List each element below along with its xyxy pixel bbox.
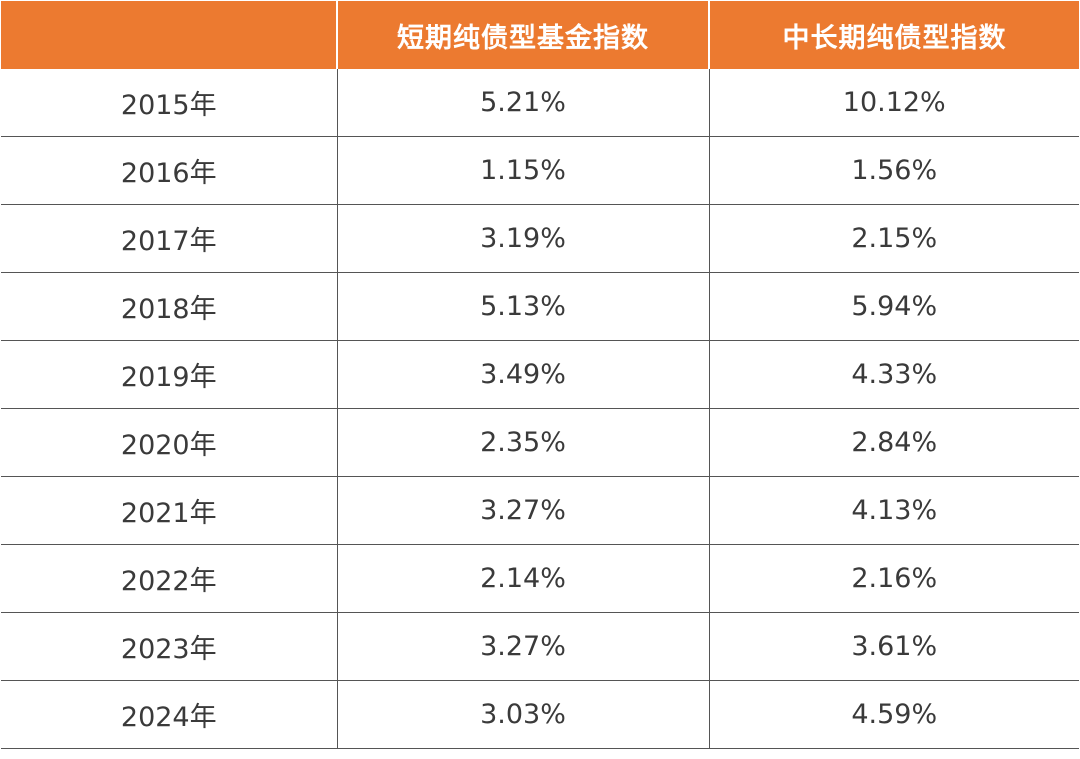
- year-cell: 2021年: [1, 476, 338, 545]
- year-cell: 2017年: [1, 204, 338, 273]
- short-term-value-cell: 2.14%: [337, 544, 710, 613]
- mid-long-term-value-cell: 4.13%: [709, 476, 1079, 545]
- table-row: 2018年 5.13% 5.94%: [1, 272, 1079, 341]
- table-row: 2017年 3.19% 2.15%: [1, 204, 1079, 273]
- table-row: 2021年 3.27% 4.13%: [1, 476, 1079, 545]
- short-term-value-cell: 3.19%: [337, 204, 710, 273]
- header-cell-1: 短期纯债型基金指数: [337, 1, 710, 69]
- mid-long-term-value-cell: 2.15%: [709, 204, 1079, 273]
- mid-long-term-value-cell: 10.12%: [709, 69, 1079, 137]
- header-cell-year: [1, 1, 338, 69]
- mid-long-term-value-cell: 2.84%: [709, 408, 1079, 477]
- mid-long-term-value-cell: 4.33%: [709, 340, 1079, 409]
- year-cell: 2016年: [1, 136, 338, 205]
- year-cell: 2023年: [1, 612, 338, 681]
- mid-long-term-value-cell: 5.94%: [709, 272, 1079, 341]
- short-term-value-cell: 3.03%: [337, 680, 710, 749]
- mid-long-term-value-cell: 2.16%: [709, 544, 1079, 613]
- year-cell: 2018年: [1, 272, 338, 341]
- header-row: 短期纯债型基金指数 中长期纯债型指数: [1, 1, 1079, 69]
- year-cell: 2019年: [1, 340, 338, 409]
- year-cell: 2024年: [1, 680, 338, 749]
- table-row: 2016年 1.15% 1.56%: [1, 136, 1079, 205]
- year-cell: 2015年: [1, 69, 338, 137]
- table-row: 2022年 2.14% 2.16%: [1, 544, 1079, 613]
- header-cell-2: 中长期纯债型指数: [709, 1, 1079, 69]
- table-row: 2020年 2.35% 2.84%: [1, 408, 1079, 477]
- short-term-value-cell: 5.13%: [337, 272, 710, 341]
- table-row: 2019年 3.49% 4.33%: [1, 340, 1079, 409]
- short-term-value-cell: 1.15%: [337, 136, 710, 205]
- short-term-value-cell: 3.49%: [337, 340, 710, 409]
- table-row: 2015年 5.21% 10.12%: [1, 69, 1079, 137]
- mid-long-term-value-cell: 4.59%: [709, 680, 1079, 749]
- table-body: 2015年 5.21% 10.12% 2016年 1.15% 1.56% 2017年 3.19…: [1, 69, 1079, 749]
- mid-long-term-value-cell: 1.56%: [709, 136, 1079, 205]
- table-row: 2023年 3.27% 3.61%: [1, 612, 1079, 681]
- short-term-value-cell: 2.35%: [337, 408, 710, 477]
- year-cell: 2020年: [1, 408, 338, 477]
- short-term-value-cell: 5.21%: [337, 69, 710, 137]
- mid-long-term-value-cell: 3.61%: [709, 612, 1079, 681]
- short-term-value-cell: 3.27%: [337, 612, 710, 681]
- table-row: 2024年 3.03% 4.59%: [1, 680, 1079, 749]
- short-term-value-cell: 3.27%: [337, 476, 710, 545]
- table-header: 短期纯债型基金指数 中长期纯债型指数: [1, 1, 1079, 69]
- year-cell: 2022年: [1, 544, 338, 613]
